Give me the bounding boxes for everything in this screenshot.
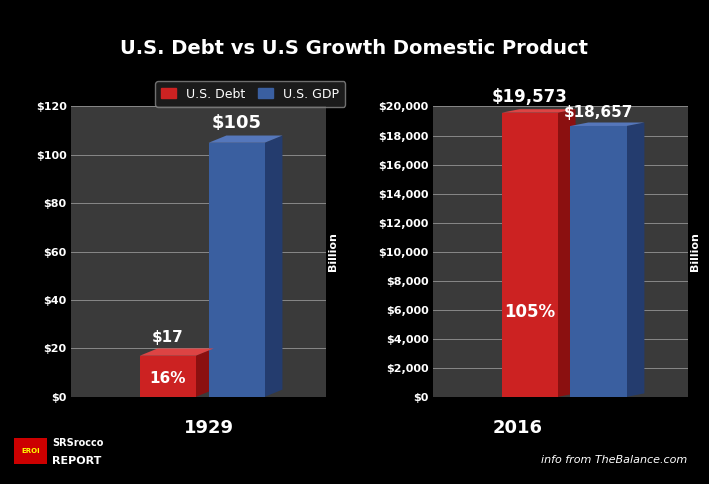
Bar — [571, 126, 627, 397]
Text: $105: $105 — [211, 114, 262, 132]
Text: 105%: 105% — [504, 302, 555, 320]
Text: 2016: 2016 — [493, 419, 542, 438]
Legend: U.S. Debt, U.S. GDP: U.S. Debt, U.S. GDP — [155, 81, 345, 107]
Text: SRSrocco: SRSrocco — [52, 439, 104, 449]
Text: $18,657: $18,657 — [564, 105, 633, 120]
Text: EROI: EROI — [21, 448, 40, 454]
Text: $17: $17 — [152, 330, 184, 345]
Bar — [502, 113, 558, 397]
Polygon shape — [627, 122, 644, 397]
Text: Billion: Billion — [691, 232, 700, 271]
Polygon shape — [196, 348, 213, 397]
Bar — [140, 356, 196, 397]
Polygon shape — [264, 136, 282, 397]
Text: 1929: 1929 — [184, 419, 234, 438]
Text: U.S. Debt vs U.S Growth Domestic Product: U.S. Debt vs U.S Growth Domestic Product — [121, 39, 588, 58]
Polygon shape — [558, 109, 576, 397]
Text: Billion: Billion — [328, 232, 338, 271]
Polygon shape — [140, 348, 213, 356]
Polygon shape — [571, 122, 644, 126]
Bar — [208, 143, 264, 397]
Text: 16%: 16% — [150, 371, 186, 386]
Text: REPORT: REPORT — [52, 456, 102, 466]
Polygon shape — [208, 136, 282, 143]
Polygon shape — [502, 109, 576, 113]
FancyBboxPatch shape — [14, 438, 47, 464]
Text: info from TheBalance.com: info from TheBalance.com — [542, 454, 688, 465]
Text: $19,573: $19,573 — [492, 88, 568, 106]
